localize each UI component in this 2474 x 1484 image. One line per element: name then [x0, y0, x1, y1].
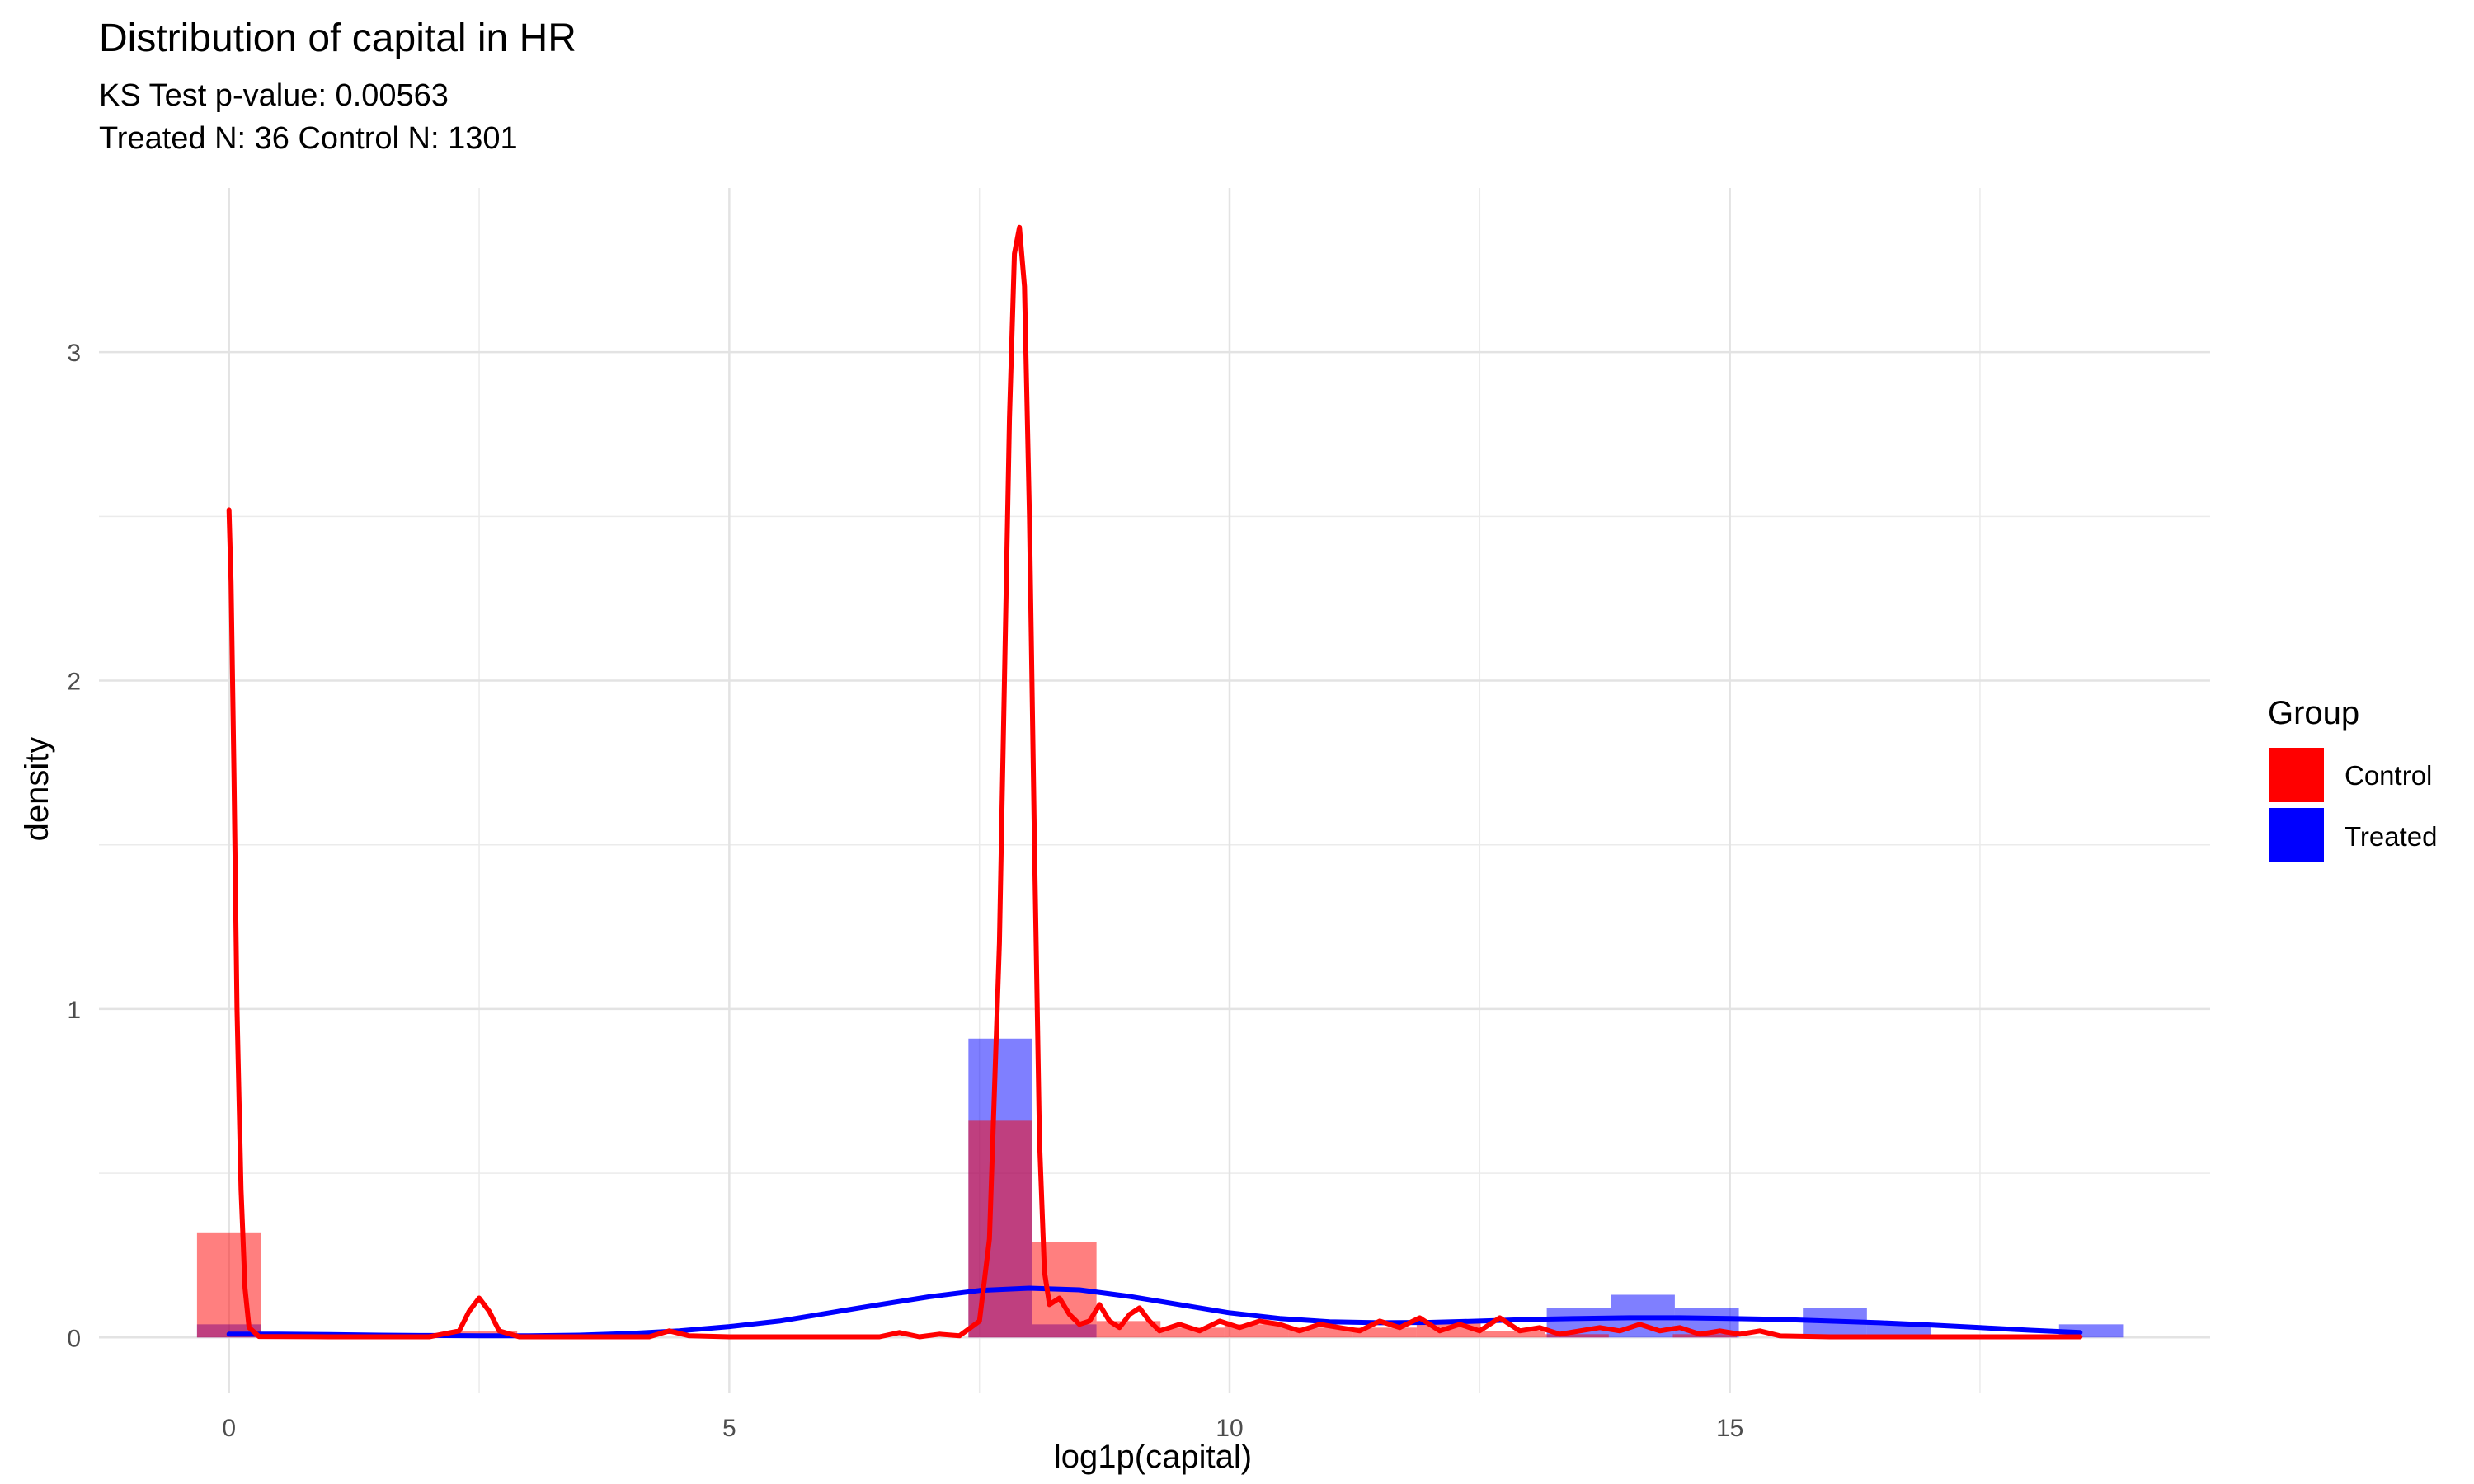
axis-ticks: 0 5 10 15 0 1 2 3 [67, 340, 1743, 1442]
chart-title: Distribution of capital in HR [99, 16, 576, 60]
y-axis-title: density [19, 737, 55, 842]
chart-subtitle-line-1: KS Test p-value: 0.00563 [99, 78, 449, 113]
hist-bar-control-8 [1288, 1327, 1353, 1338]
y-tick-label-3: 3 [67, 340, 81, 367]
x-tick-label-2: 10 [1216, 1415, 1243, 1442]
hist-bar-treated-7 [1866, 1324, 1931, 1338]
density-line-control [226, 224, 2083, 1340]
y-tick-label-2: 2 [67, 669, 81, 696]
x-tick-label-1: 5 [722, 1415, 736, 1442]
hist-bar-control-6 [1160, 1327, 1225, 1338]
histogram-layer [196, 1038, 2124, 1338]
grid [99, 188, 2210, 1393]
x-tick-label-3: 15 [1716, 1415, 1743, 1442]
density-line-layer [226, 224, 2083, 1340]
hist-bar-control-12 [1545, 1334, 1609, 1338]
hist-bar-control-11 [1480, 1331, 1545, 1338]
legend-title: Group [2268, 695, 2359, 731]
hist-bar-control-9 [1352, 1327, 1417, 1338]
hist-bar-control-0 [196, 1232, 261, 1338]
y-tick-label-0: 0 [67, 1325, 81, 1352]
legend-key-control [2269, 748, 2324, 802]
hist-bar-control-3 [968, 1120, 1032, 1338]
legend-label-treated: Treated [2345, 821, 2438, 852]
y-tick-label-1: 1 [67, 997, 81, 1024]
legend: Group Control Treated [2268, 695, 2438, 862]
chart-subtitle-line-2: Treated N: 36 Control N: 1301 [99, 121, 518, 156]
legend-key-treated [2269, 808, 2324, 862]
legend-label-control: Control [2345, 760, 2432, 791]
x-axis-title: log1p(capital) [1054, 1439, 1252, 1475]
x-tick-label-0: 0 [222, 1415, 236, 1442]
